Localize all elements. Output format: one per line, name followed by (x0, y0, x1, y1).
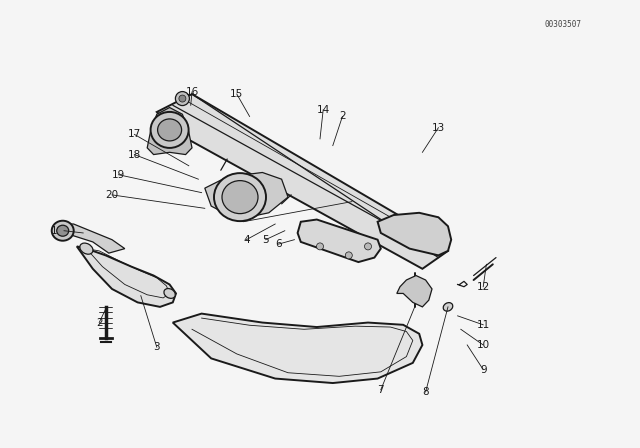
Polygon shape (205, 172, 288, 220)
Text: 00303507: 00303507 (545, 20, 582, 29)
Ellipse shape (157, 119, 182, 141)
Ellipse shape (444, 302, 452, 311)
Ellipse shape (150, 112, 189, 148)
Text: 4: 4 (243, 235, 250, 245)
Polygon shape (58, 224, 125, 253)
Text: 18: 18 (128, 150, 141, 159)
Polygon shape (378, 213, 451, 255)
Ellipse shape (52, 221, 74, 241)
Text: 15: 15 (230, 89, 243, 99)
Text: 3: 3 (154, 342, 160, 352)
Circle shape (175, 91, 189, 106)
Text: 7: 7 (378, 385, 384, 395)
Text: 16: 16 (186, 87, 198, 97)
Text: 2: 2 (96, 318, 102, 327)
Text: 2: 2 (339, 112, 346, 121)
Text: 19: 19 (112, 170, 125, 180)
Text: 12: 12 (477, 282, 490, 292)
Circle shape (346, 252, 352, 259)
Polygon shape (173, 314, 422, 383)
Polygon shape (157, 94, 448, 269)
Ellipse shape (80, 243, 93, 254)
Text: 9: 9 (480, 365, 486, 375)
Text: 13: 13 (432, 123, 445, 133)
Text: 20: 20 (106, 190, 118, 200)
Text: 1: 1 (51, 226, 58, 236)
Text: 11: 11 (477, 320, 490, 330)
Polygon shape (147, 108, 192, 155)
Text: 5: 5 (262, 235, 269, 245)
Polygon shape (77, 246, 176, 307)
Circle shape (365, 243, 371, 250)
Text: 17: 17 (128, 129, 141, 139)
Text: 10: 10 (477, 340, 490, 350)
Ellipse shape (222, 181, 258, 214)
Text: 6: 6 (275, 239, 282, 249)
Ellipse shape (57, 225, 68, 236)
Polygon shape (397, 276, 432, 307)
Polygon shape (298, 220, 381, 262)
Text: 8: 8 (422, 387, 429, 397)
Circle shape (317, 243, 323, 250)
Ellipse shape (164, 289, 175, 298)
Text: 14: 14 (317, 105, 330, 115)
Circle shape (179, 95, 186, 102)
Ellipse shape (214, 173, 266, 221)
